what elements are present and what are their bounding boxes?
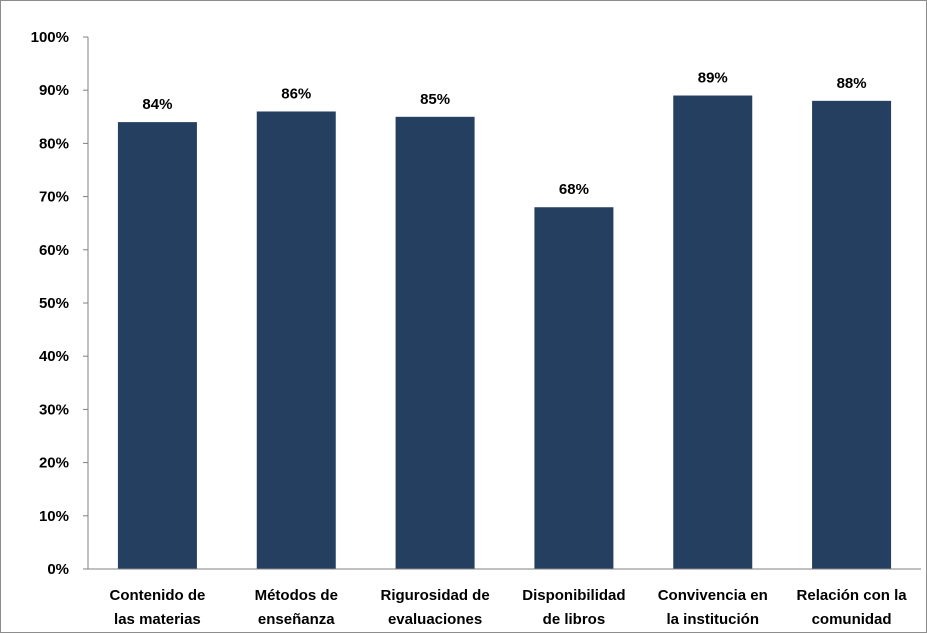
y-tick-label: 100% [31,29,69,46]
bars [117,95,892,570]
x-axis-category-labels: Contenido de las materias Métodos de enseña… [110,587,908,628]
x-category-label-line: Contenido de [110,587,206,604]
y-axis-ticks [83,36,88,570]
y-tick-label: 60% [39,242,69,259]
bar [673,95,753,570]
bar-value-label: 89% [698,70,728,87]
x-category-label-line: Disponibilidad [522,587,625,604]
x-category-label-line: enseñanza [258,611,335,628]
y-tick-label: 40% [39,348,69,365]
x-category-label-line: de libros [543,611,606,628]
x-category-label-line: la institución [666,611,759,628]
y-tick-label: 10% [39,508,69,525]
y-tick-label: 20% [39,455,69,472]
x-category-label-line: las materias [114,611,201,628]
bar-value-label: 85% [420,91,450,108]
bar [256,111,336,569]
bar-value-label: 88% [837,75,867,92]
x-category-label: Rigurosidad de evaluaciones [380,587,489,628]
x-category-label-line: Convivencia en [658,587,768,604]
x-category-label-line: Rigurosidad de [380,587,489,604]
bar-value-label: 68% [559,181,589,198]
y-tick-label: 80% [39,135,69,152]
bar-value-label: 84% [142,96,172,113]
data-labels: 84% 86% 85% 68% 89% 88% [142,70,866,199]
x-category-label: Disponibilidad de libros [522,587,625,628]
x-category-label-line: evaluaciones [388,611,482,628]
bar [534,207,614,570]
bar-value-label: 86% [281,85,311,102]
x-category-label-line: Métodos de [255,587,338,604]
bar [117,122,197,570]
bar [395,116,475,570]
y-tick-label: 90% [39,82,69,99]
x-category-label-line: comunidad [812,611,892,628]
x-category-label: Relación con la comunidad [797,587,908,628]
y-tick-label: 70% [39,189,69,206]
y-axis-tick-labels: 0% 10% 20% 30% 40% 50% 60% 70% 80% 90% 100% [31,29,69,578]
x-category-label: Convivencia en la institución [658,587,768,628]
y-tick-label: 50% [39,295,69,312]
x-category-label: Métodos de enseñanza [255,587,338,628]
y-tick-label: 30% [39,401,69,418]
x-category-label-line: Relación con la [797,587,908,604]
bar [812,100,892,569]
y-tick-label: 0% [47,561,69,578]
x-category-label: Contenido de las materias [110,587,206,628]
